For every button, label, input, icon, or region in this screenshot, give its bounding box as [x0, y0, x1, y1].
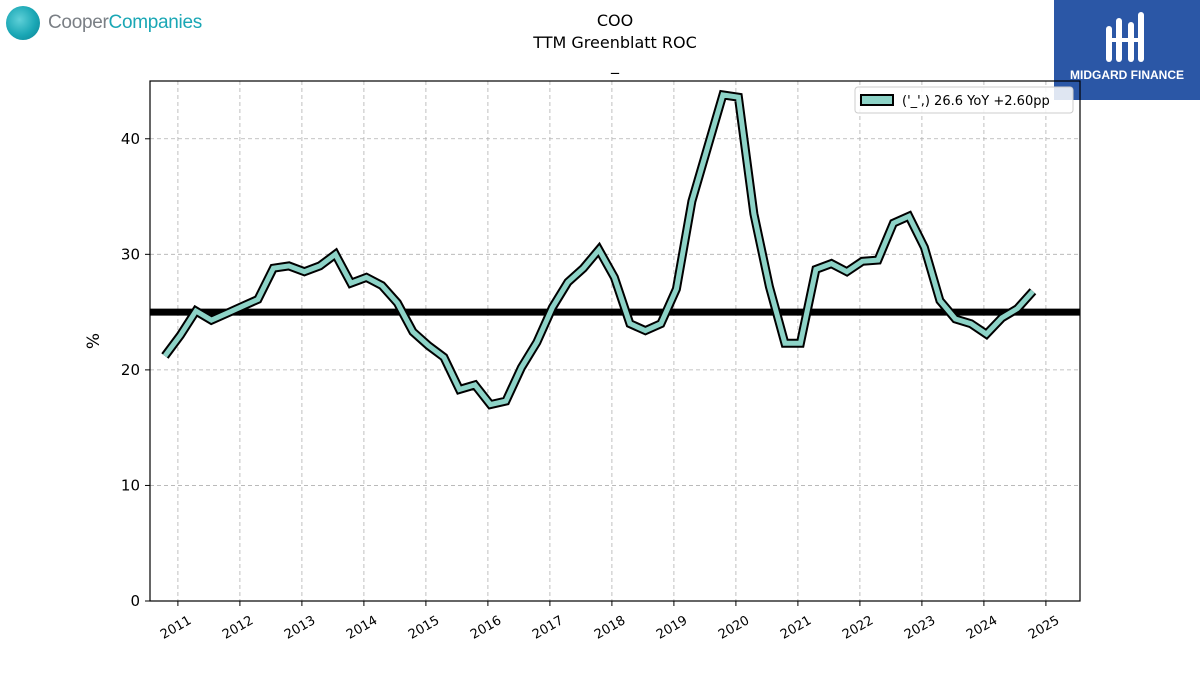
- series-group: [161, 89, 1037, 410]
- x-tick-label: 2014: [344, 613, 380, 643]
- legend-swatch: [860, 94, 894, 106]
- grid: [150, 81, 1080, 601]
- x-tick-label: 2023: [902, 613, 938, 643]
- y-tick-label: 10: [121, 476, 140, 494]
- legend: ('_',) 26.6 YoY +2.60pp: [854, 86, 1074, 114]
- x-tick-label: 2025: [1026, 613, 1062, 643]
- x-tick-label: 2012: [220, 613, 256, 643]
- x-axis-ticks: 2011 2012 2013 2014 2015 2016 2017 2018 2019 2020…: [158, 601, 1062, 643]
- x-tick-label: 2024: [964, 613, 1000, 643]
- midgard-emblem-icon: [1106, 12, 1144, 62]
- midgard-finance-wordmark: MIDGARD FINANCE: [1070, 68, 1184, 82]
- midgard-finance-logo: MIDGARD FINANCE: [1054, 0, 1200, 100]
- x-tick-label: 2017: [530, 613, 566, 643]
- legend-box: [854, 86, 1074, 114]
- x-tick-label: 2015: [406, 613, 442, 643]
- x-tick-label: 2022: [840, 613, 876, 643]
- y-tick-label: 40: [121, 130, 140, 148]
- x-tick-label: 2018: [592, 613, 628, 643]
- cooper-companies-logo: CooperCompanies: [4, 4, 204, 44]
- y-tick-label: 30: [121, 245, 140, 263]
- y-axis-ticks: 0 10 20 30 40: [121, 130, 150, 610]
- chart-subtitle: TTM Greenblatt ROC: [532, 33, 697, 52]
- x-tick-label: 2011: [158, 613, 194, 643]
- y-tick-label: 0: [130, 592, 140, 610]
- x-tick-label: 2020: [716, 613, 752, 643]
- legend-label: ('_',) 26.6 YoY +2.60pp: [902, 94, 1050, 109]
- cooper-companies-emblem-icon: [6, 6, 40, 40]
- cooper-companies-wordmark: CooperCompanies: [48, 12, 202, 33]
- chart-subtitle-2: _: [610, 55, 620, 75]
- x-tick-label: 2021: [778, 613, 814, 643]
- series-line: [162, 92, 1035, 408]
- chart-title: COO: [597, 11, 633, 30]
- y-tick-label: 20: [121, 361, 140, 379]
- plot-frame: [149, 80, 1081, 602]
- y-axis-label: %: [84, 333, 104, 349]
- x-tick-label: 2016: [468, 613, 504, 643]
- x-tick-label: 2019: [654, 613, 690, 643]
- x-tick-label: 2013: [282, 613, 318, 643]
